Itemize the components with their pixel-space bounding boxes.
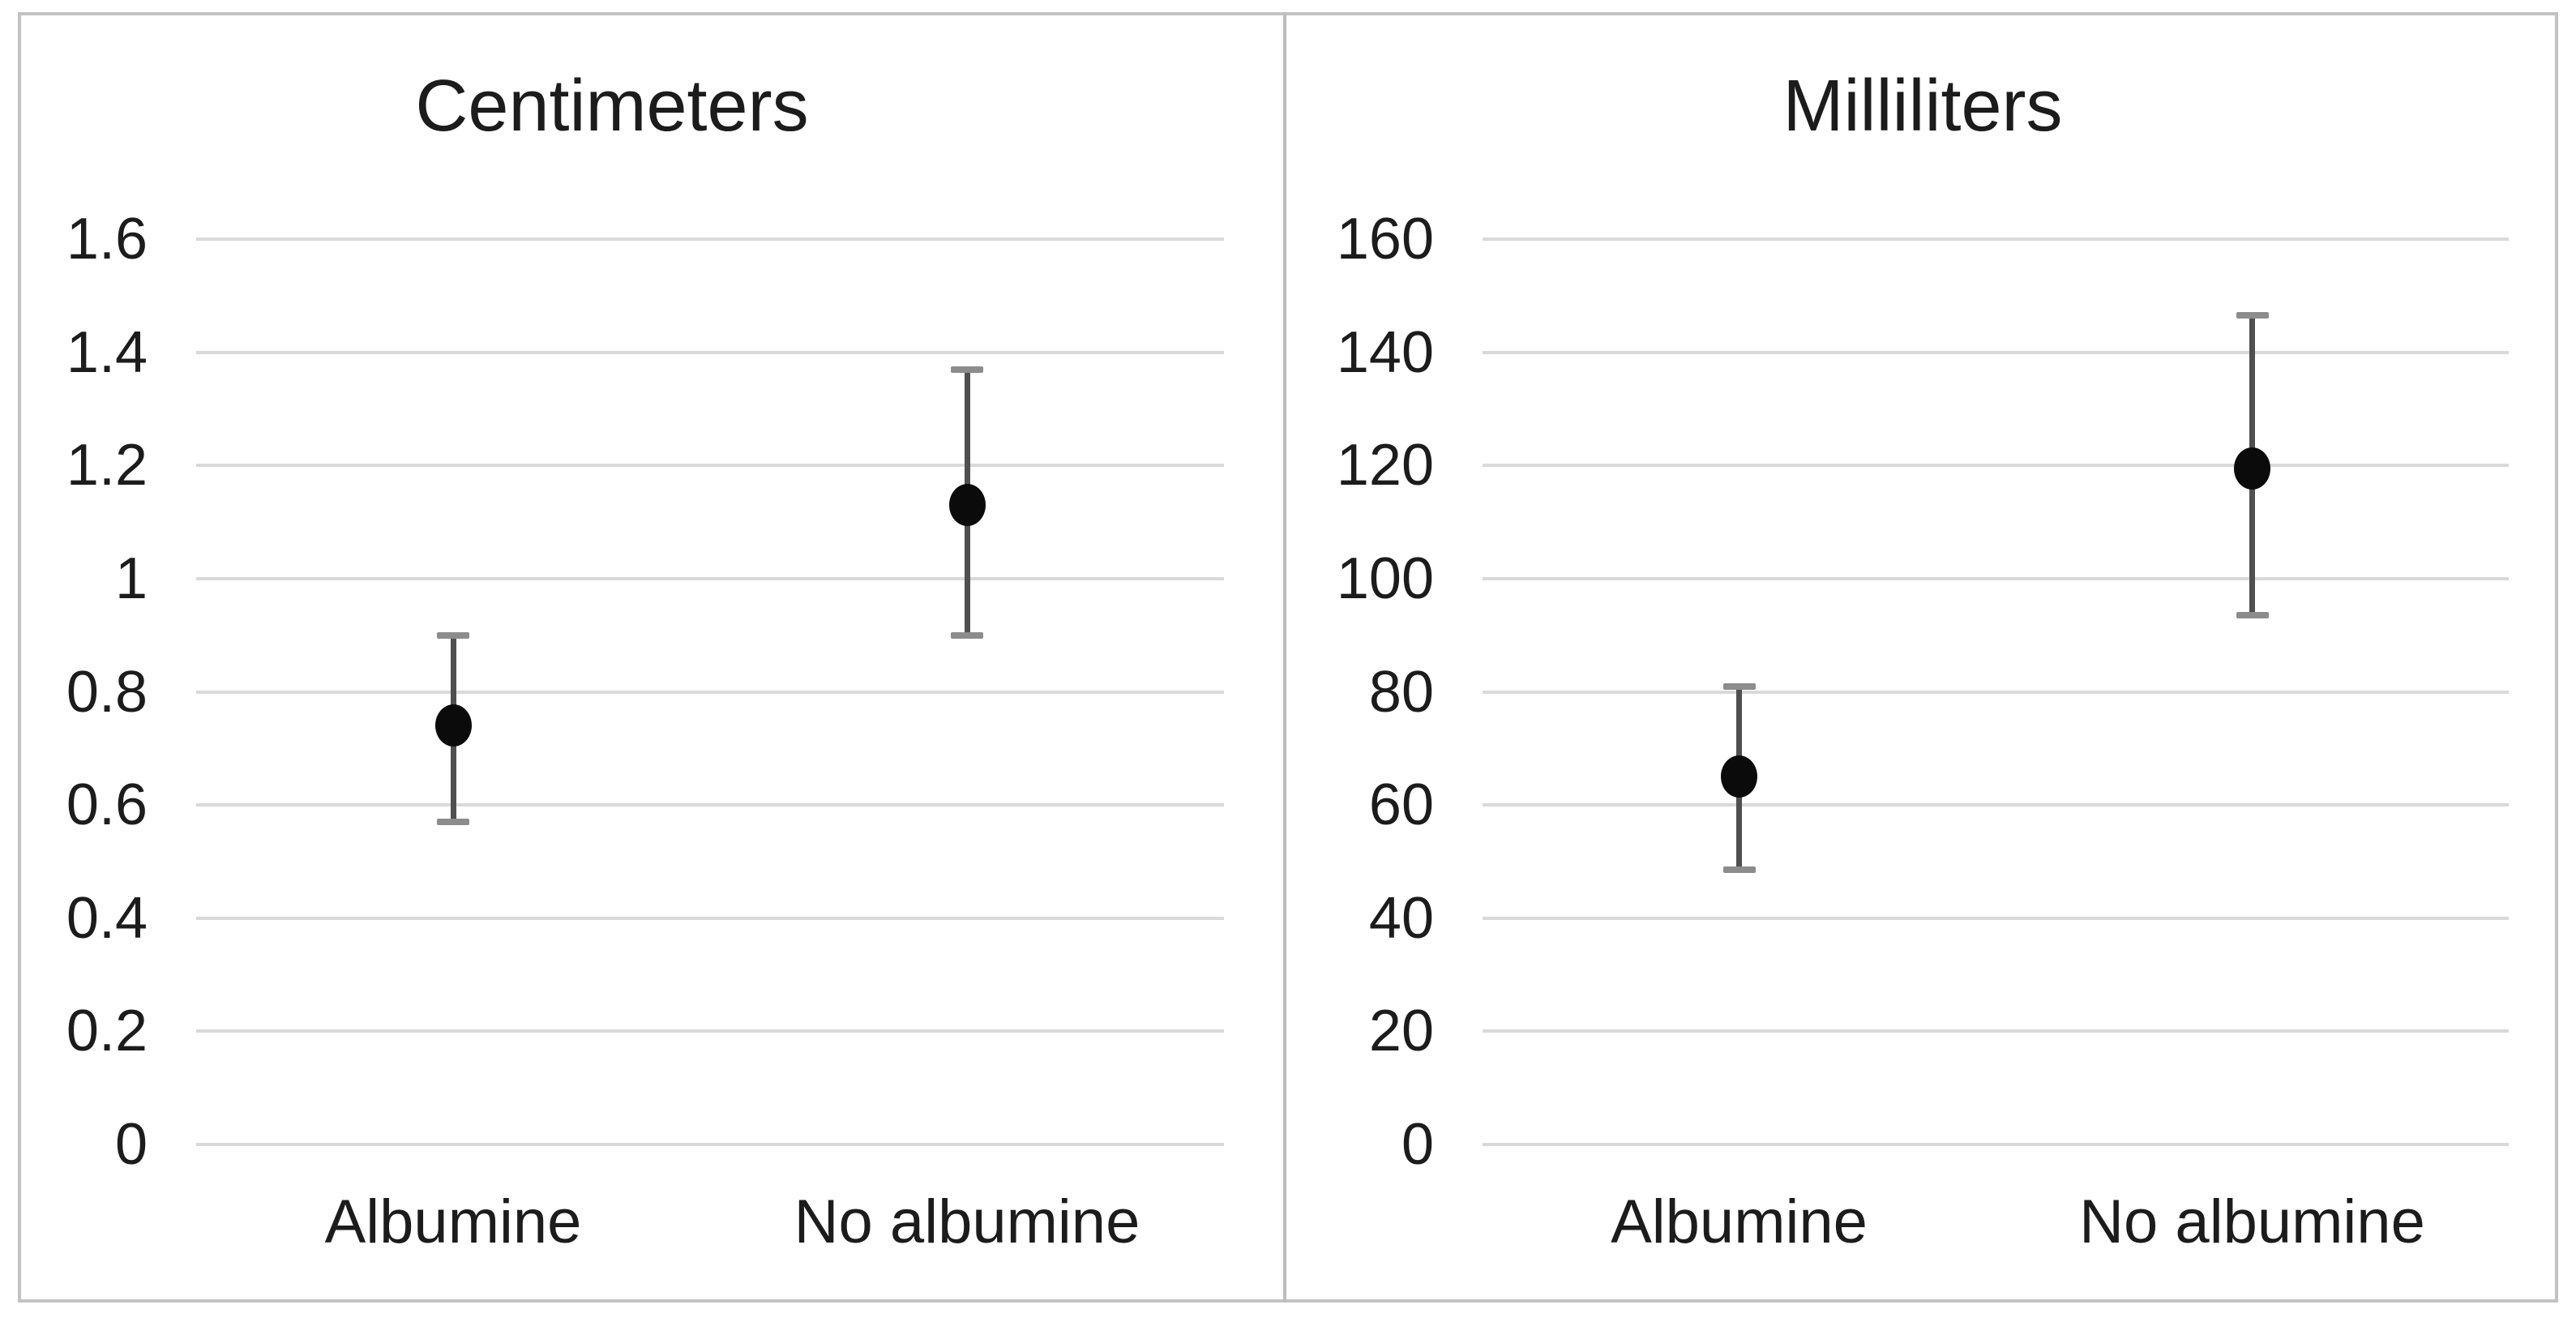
- error-bar-cap-bottom: [437, 819, 469, 826]
- mean-point-marker: [2234, 447, 2270, 490]
- y-gridline: [1483, 464, 2509, 468]
- y-gridline: [1483, 1143, 2509, 1146]
- y-axis-tick-label: 1.2: [66, 433, 148, 498]
- mean-point-marker: [434, 704, 472, 747]
- error-bar-cap-top: [951, 366, 983, 373]
- x-axis-category-label: No albumine: [794, 1187, 1140, 1256]
- error-bar-cap-top: [437, 631, 469, 639]
- y-axis-tick-label: 40: [1368, 885, 1434, 951]
- y-gridline: [196, 576, 1224, 580]
- panel-divider: [1283, 12, 1286, 1303]
- y-gridline: [1483, 916, 2509, 920]
- y-axis-tick-label: 1.6: [66, 207, 148, 272]
- y-gridline: [196, 1143, 1224, 1146]
- x-axis-category-label: Albumine: [1611, 1187, 1868, 1256]
- y-axis-tick-label: 140: [1336, 319, 1434, 385]
- y-gridline: [196, 350, 1224, 354]
- x-axis-category-label: Albumine: [324, 1187, 582, 1256]
- error-bar-cap-bottom: [1722, 866, 1756, 874]
- y-gridline: [196, 916, 1224, 920]
- y-axis-tick-label: 0.2: [66, 999, 148, 1064]
- y-gridline: [196, 237, 1224, 241]
- y-axis-tick-label: 120: [1336, 433, 1434, 498]
- mean-point-marker: [1721, 755, 1757, 798]
- y-axis-tick-label: 60: [1368, 772, 1434, 838]
- error-bar-cap-top: [1722, 682, 1756, 690]
- chart-title-milliliters: Milliliters: [1782, 66, 2063, 147]
- y-gridline: [1483, 237, 2509, 241]
- mean-point-marker: [948, 484, 986, 527]
- y-gridline: [1483, 1029, 2509, 1033]
- y-gridline: [196, 464, 1224, 468]
- y-axis-tick-label: 1: [114, 545, 148, 611]
- y-axis-tick-label: 0: [1401, 1112, 1434, 1177]
- x-axis-category-label: No albumine: [2079, 1187, 2425, 1256]
- y-axis-tick-label: 0.4: [66, 885, 148, 951]
- y-axis-tick-label: 100: [1336, 545, 1434, 611]
- y-axis-tick-label: 1.4: [66, 319, 148, 385]
- y-gridline: [196, 803, 1224, 807]
- y-gridline: [1483, 350, 2509, 354]
- y-gridline: [1483, 576, 2509, 580]
- y-gridline: [196, 690, 1224, 694]
- y-gridline: [196, 1029, 1224, 1033]
- chart-frame: [18, 12, 2558, 1303]
- error-bar-cap-bottom: [951, 631, 983, 639]
- y-axis-tick-label: 160: [1336, 207, 1434, 272]
- y-axis-tick-label: 80: [1368, 659, 1434, 725]
- y-axis-tick-label: 0: [114, 1112, 148, 1177]
- error-bar-cap-bottom: [2236, 612, 2269, 619]
- y-gridline: [1483, 803, 2509, 807]
- y-gridline: [1483, 690, 2509, 694]
- y-axis-tick-label: 0.6: [66, 772, 148, 838]
- chart-title-centimeters: Centimeters: [415, 66, 809, 147]
- error-bar-cap-top: [2236, 312, 2269, 319]
- y-axis-tick-label: 20: [1368, 999, 1434, 1064]
- y-axis-tick-label: 0.8: [66, 659, 148, 725]
